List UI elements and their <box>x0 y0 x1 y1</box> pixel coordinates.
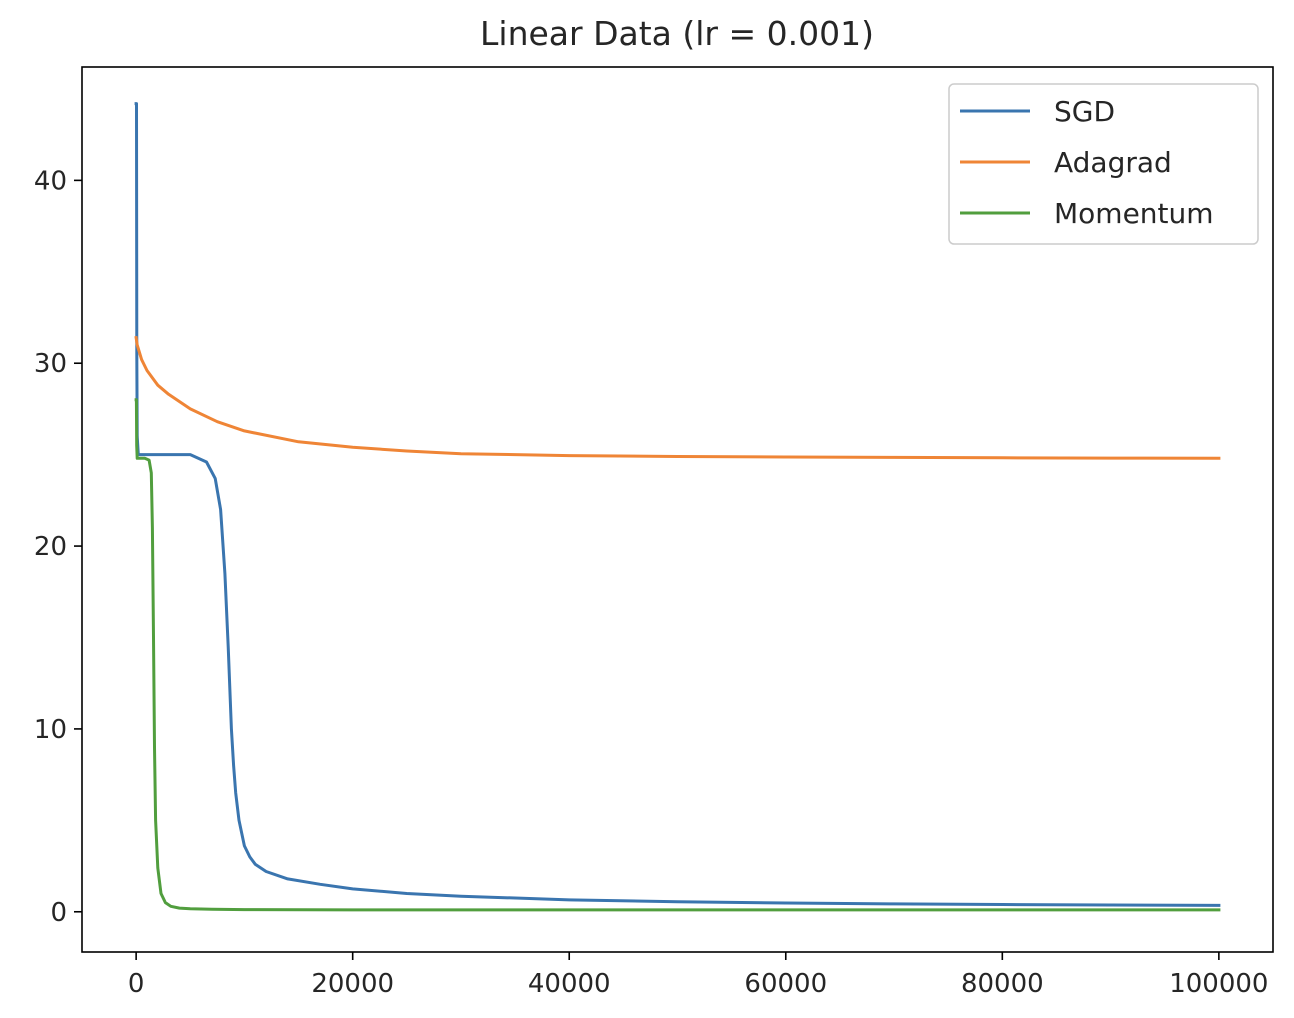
y-tick-label: 20 <box>34 532 67 562</box>
y-tick-label: 30 <box>34 349 67 379</box>
x-tick-label: 40000 <box>528 969 611 999</box>
series-line-adagrad <box>134 335 1221 460</box>
y-axis: 0 10 20 30 40 <box>34 166 82 928</box>
x-tick-label: 80000 <box>961 969 1044 999</box>
legend: SGD Adagrad Momentum <box>948 83 1259 245</box>
x-tick-label: 0 <box>128 969 145 999</box>
series-line-momentum <box>134 398 1221 912</box>
legend-label-adagrad: Adagrad <box>1054 146 1172 179</box>
y-tick-label: 40 <box>34 166 67 196</box>
y-tick-label: 10 <box>34 715 67 745</box>
series-line-sgd <box>134 102 1221 907</box>
x-tick-label: 20000 <box>311 969 394 999</box>
x-tick-label: 100000 <box>1169 969 1268 999</box>
plot-frame <box>81 66 1274 953</box>
chart-title: Linear Data (lr = 0.001) <box>480 14 874 53</box>
series-layer <box>134 102 1221 912</box>
legend-label-sgd: SGD <box>1054 95 1115 128</box>
legend-frame <box>948 83 1259 245</box>
y-tick-label: 0 <box>50 898 67 928</box>
legend-label-momentum: Momentum <box>1054 197 1214 230</box>
x-axis: 0 20000 40000 60000 80000 100000 <box>128 952 1268 999</box>
x-tick-label: 60000 <box>744 969 827 999</box>
